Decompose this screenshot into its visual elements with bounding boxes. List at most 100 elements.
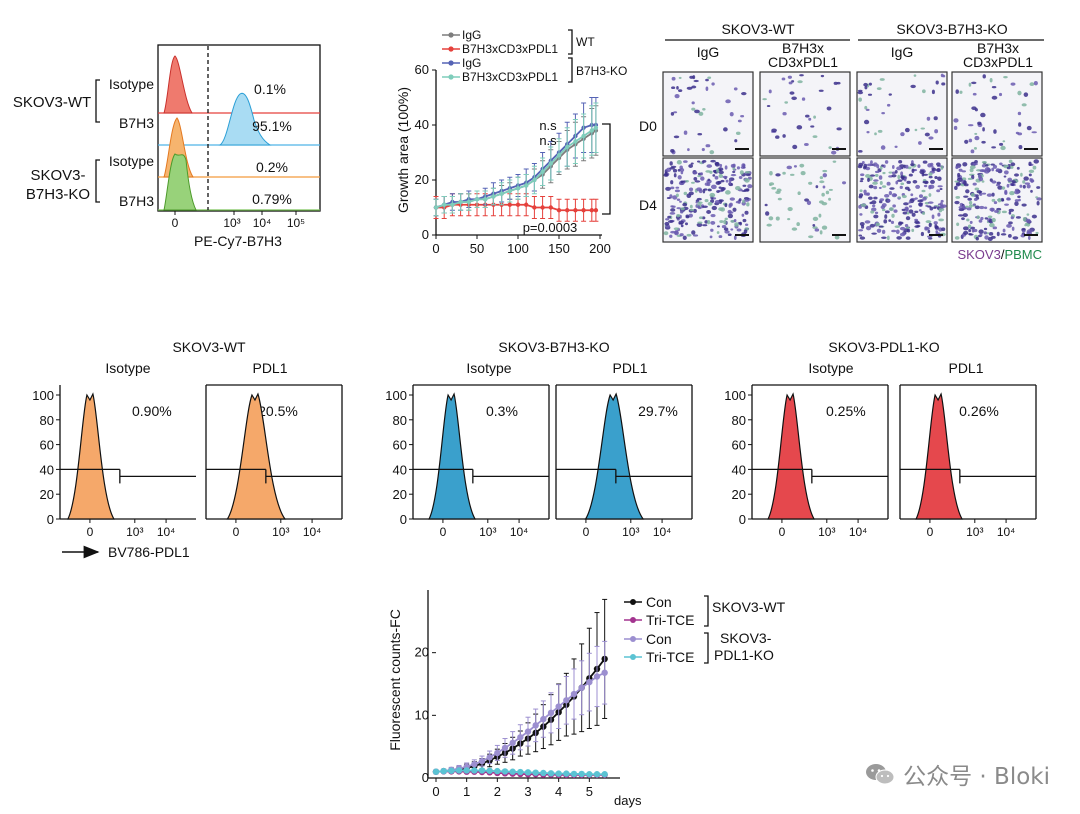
- cell: [911, 168, 915, 173]
- cell: [688, 191, 694, 196]
- cell: [814, 228, 820, 232]
- cell: [933, 221, 938, 225]
- cell: [979, 233, 983, 237]
- cell: [922, 160, 928, 164]
- cell: [914, 225, 920, 228]
- column-label: PDL1: [252, 360, 287, 376]
- cell: [706, 164, 713, 168]
- data-point: [586, 678, 593, 686]
- series-line: [435, 129, 597, 209]
- cell: [744, 178, 750, 183]
- y-tick-label: 100: [724, 388, 746, 403]
- y-tick-label: 0: [47, 512, 54, 527]
- cell: [791, 227, 798, 231]
- cell: [791, 96, 797, 101]
- watermark-text: 公众号 · Bloki: [903, 764, 1050, 790]
- group-title: SKOV3-WT: [172, 339, 246, 355]
- cell: [972, 162, 978, 166]
- cell: [997, 185, 1003, 190]
- cell: [878, 175, 883, 180]
- cell: [1026, 218, 1031, 224]
- cell: [961, 170, 967, 173]
- cell: [955, 165, 961, 169]
- cell: [991, 180, 997, 184]
- cell: [707, 188, 712, 192]
- y-axis-label: Growth area (100%): [395, 87, 411, 213]
- cell: [921, 189, 926, 193]
- cell: [822, 185, 826, 189]
- cell: [729, 197, 736, 201]
- cell: [962, 162, 968, 167]
- cell: [1035, 196, 1039, 199]
- cell: [796, 222, 800, 227]
- cell: [899, 232, 906, 237]
- cell: [881, 229, 886, 235]
- cell: [670, 112, 675, 116]
- cell: [1004, 203, 1009, 206]
- cell: [974, 132, 978, 135]
- histogram-peak: [226, 392, 287, 520]
- cell: [972, 182, 977, 186]
- x-tick-label: 10³: [479, 525, 496, 539]
- data-point: [517, 734, 524, 741]
- row-label: D4: [639, 197, 657, 213]
- cell: [1009, 191, 1015, 196]
- cell: [860, 173, 865, 177]
- cell: [671, 76, 676, 81]
- cell: [799, 74, 804, 77]
- y-tick-label: 80: [732, 413, 746, 428]
- x-axis-label: BV786-PDL1: [108, 544, 190, 560]
- column-label: IgG: [891, 44, 914, 60]
- cell: [836, 127, 842, 131]
- cell: [788, 81, 793, 85]
- data-point: [540, 205, 545, 210]
- cell: [989, 222, 995, 228]
- cell: [768, 89, 772, 94]
- cell: [964, 205, 969, 208]
- cell: [874, 170, 880, 174]
- cell: [981, 160, 987, 164]
- cell: [707, 76, 712, 79]
- cell: [828, 188, 833, 191]
- cell: [682, 235, 687, 241]
- cell: [869, 174, 876, 177]
- cell: [832, 160, 837, 163]
- cell: [716, 231, 720, 234]
- cell: [730, 228, 734, 231]
- cell: [797, 191, 801, 196]
- cell: [741, 213, 745, 217]
- cell: [1031, 131, 1037, 134]
- pdl1-histogram-box: 0 20 40 60 80 100 0 10³ 10⁴: [724, 384, 889, 539]
- legend-marker: [448, 46, 454, 52]
- cell: [725, 179, 729, 183]
- legend-group-label: B7H3-KO: [576, 64, 627, 78]
- cell: [735, 131, 741, 136]
- cell: [999, 142, 1004, 146]
- cell: [880, 145, 886, 150]
- cell: [732, 170, 736, 174]
- pdl1-histogram-box: 0 10³ 10⁴: [205, 384, 343, 539]
- cell: [895, 229, 900, 235]
- cell: [768, 182, 775, 186]
- cell: [742, 199, 745, 204]
- cell: [787, 217, 791, 221]
- cell: [698, 216, 703, 220]
- cell: [665, 218, 670, 221]
- data-point: [491, 194, 496, 199]
- legend-bracket: [568, 29, 573, 55]
- cell: [985, 164, 989, 167]
- cell: [979, 190, 983, 193]
- cell: [1003, 170, 1009, 175]
- cell: [762, 98, 767, 101]
- cell: [906, 211, 910, 215]
- cell: [720, 187, 725, 192]
- x-tick-label: 10⁴: [653, 525, 672, 539]
- cell: [686, 233, 692, 237]
- cell: [982, 74, 986, 79]
- cell: [687, 148, 690, 152]
- stain-legend-separator: /: [1001, 247, 1005, 262]
- cell: [901, 208, 906, 212]
- cell: [834, 235, 840, 240]
- cell: [741, 163, 746, 168]
- cell: [924, 226, 930, 230]
